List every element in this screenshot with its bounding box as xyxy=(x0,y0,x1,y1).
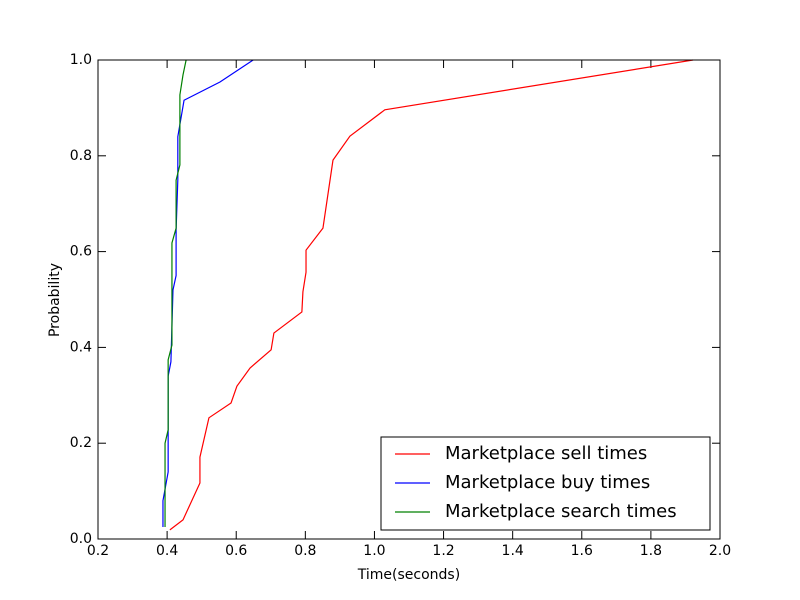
data-line xyxy=(169,59,694,531)
x-axis-label: Time(seconds) xyxy=(357,567,460,583)
y-axis-label: Probability xyxy=(47,263,63,337)
data-line xyxy=(162,59,254,528)
legend-label: Marketplace search times xyxy=(445,501,677,522)
y-tick-label: 0.2 xyxy=(70,435,92,451)
data-line xyxy=(164,59,187,528)
x-tick-label: 1.6 xyxy=(571,543,593,559)
x-tick-label: 0.4 xyxy=(156,543,178,559)
x-tick-label: 0.6 xyxy=(225,543,247,559)
x-tick-label: 1.0 xyxy=(363,543,385,559)
legend-label: Marketplace sell times xyxy=(445,443,647,464)
x-tick-label: 0.8 xyxy=(294,543,316,559)
x-tick-label: 0.2 xyxy=(87,543,109,559)
plot-frame xyxy=(97,59,721,540)
legend-box xyxy=(380,436,711,531)
x-tick-label: 1.4 xyxy=(502,543,524,559)
legend-label: Marketplace buy times xyxy=(445,472,650,493)
y-tick-label: 0.0 xyxy=(70,531,92,547)
x-tick-label: 1.8 xyxy=(640,543,662,559)
y-tick-label: 0.4 xyxy=(70,339,92,355)
x-tick-label: 1.2 xyxy=(432,543,454,559)
y-tick-label: 1.0 xyxy=(70,52,92,68)
x-tick-label: 2.0 xyxy=(709,543,731,559)
y-tick-label: 0.8 xyxy=(70,148,92,164)
y-tick-label: 0.6 xyxy=(70,244,92,260)
